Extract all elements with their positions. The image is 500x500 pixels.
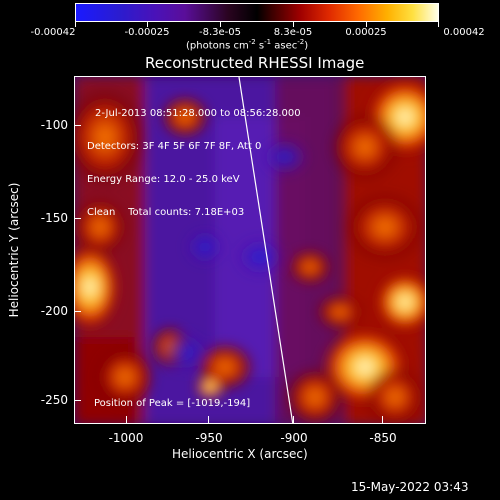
y-axis-label: Heliocentric Y (arcsec) <box>7 182 21 318</box>
info-line-clean: Clean Total counts: 7.18E+03 <box>87 207 245 218</box>
colorbar-tick-label: -0.00042 <box>30 27 76 38</box>
colorbar-units: (photons cm-2 s-1 asec-2) <box>186 38 309 52</box>
plot-title: Reconstructed RHESSI Image <box>145 54 365 72</box>
colorbar-ticks <box>0 22 500 32</box>
rhessi-image-panel: 2-Jul-2013 08:51:28.000 to 08:56:28.000 … <box>74 76 426 424</box>
y-tick-label: -250 <box>40 393 68 407</box>
rhessi-image <box>75 77 425 423</box>
x-tick-label: -850 <box>369 431 397 445</box>
info-line-time: 2-Jul-2013 08:51:28.000 to 08:56:28.000 <box>95 108 301 119</box>
colorbar-tick-label: -8.3e-05 <box>199 27 241 38</box>
info-line-energy: Energy Range: 12.0 - 25.0 keV <box>87 174 240 185</box>
observation-info: 2-Jul-2013 08:51:28.000 to 08:56:28.000 … <box>87 86 301 240</box>
solar-limb-line <box>238 77 294 423</box>
peak-position-label: Position of Peak = [-1019,-194] <box>94 398 251 409</box>
y-tick-label: -150 <box>40 211 68 225</box>
y-tick-label: -200 <box>40 304 68 318</box>
y-tick-label: -100 <box>40 118 68 132</box>
footer-timestamp: 15-May-2022 03:43 <box>351 480 469 494</box>
colorbar-tick-label: 0.00025 <box>345 27 387 38</box>
colorbar-tick-label: 0.00042 <box>443 27 485 38</box>
info-line-detectors: Detectors: 3F 4F 5F 6F 7F 8F, Att 0 <box>87 141 262 152</box>
colorbar-tick-label: -0.00025 <box>124 27 170 38</box>
colorbar <box>75 3 439 22</box>
colorbar-tick-label: 8.3e-05 <box>273 27 313 38</box>
x-tick-label: -900 <box>280 431 308 445</box>
colorbar-gradient <box>76 4 438 21</box>
x-tick-label: -1000 <box>108 431 144 445</box>
x-tick-label: -950 <box>195 431 223 445</box>
x-axis-label: Heliocentric X (arcsec) <box>172 447 308 461</box>
